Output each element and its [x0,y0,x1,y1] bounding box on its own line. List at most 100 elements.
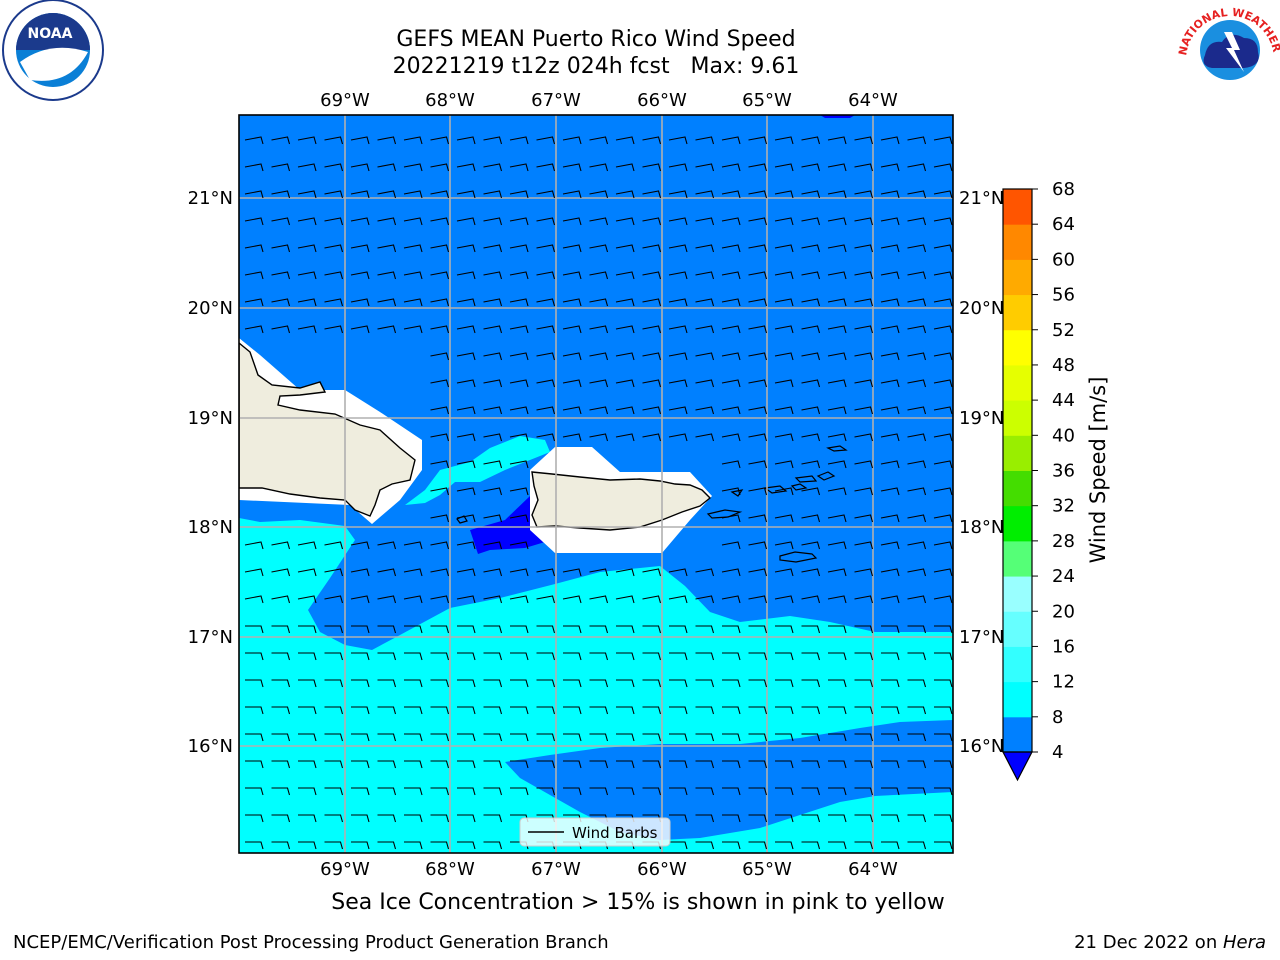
wind-barb [615,298,635,307]
wind-barb [351,625,370,634]
colorbar-tick-label: 40 [1052,425,1075,446]
wind-barb [536,625,556,634]
wind-barb [668,379,688,388]
wind-barb [244,568,264,577]
wind-barb [854,733,874,742]
wind-barb [801,541,821,550]
wind-barb [721,325,741,334]
wind-barb [828,787,847,796]
wind-barb [297,325,317,334]
wind-barb [615,163,635,172]
wind-barb [324,568,344,577]
wind-barb [377,787,397,796]
wind-barb [430,352,450,361]
wind-barb [350,325,370,334]
wind-barb [298,841,317,850]
wind-barb [642,217,662,226]
colorbar-tick-label: 8 [1052,707,1063,728]
wind-barb [695,760,715,769]
wind-barb [456,244,476,253]
tick-label: 67°W [531,90,581,111]
wind-barb [907,679,927,688]
wind-barb [244,325,264,334]
wind-barb [430,841,450,850]
wind-barb [589,271,609,280]
wind-barb [854,787,874,796]
wind-barb [271,325,291,334]
wind-barb [880,541,900,550]
wind-barb [351,841,370,850]
wind-barb [456,406,476,415]
wind-barb [562,217,582,226]
wind-contour-cyan-south [239,518,953,853]
wind-barb [563,625,582,634]
wind-barb [854,679,874,688]
wind-barb [536,325,556,334]
wind-barb [748,244,768,253]
tick-label: 19°N [188,408,233,429]
wind-barb [668,406,688,415]
wind-barb [933,271,953,280]
wind-barb [483,352,503,361]
wind-barb [774,244,794,253]
wind-barb [907,271,927,280]
wind-barb [536,271,556,280]
wind-barb [457,652,476,661]
wind-barb [854,706,874,715]
wind-barb [430,136,450,145]
wind-barb [457,625,476,634]
wind-barb [483,514,503,523]
wind-barb [721,460,741,469]
footer-date-text: 21 Dec 2022 on [1074,932,1223,953]
wind-barb [668,568,688,577]
wind-barb [748,541,768,550]
wind-barb [430,271,450,280]
wind-barb [562,406,582,415]
wind-barb [933,487,953,496]
footer-host: Hera [1222,932,1266,953]
land-puerto-rico [531,471,712,531]
wind-barb [404,841,423,850]
wind-barb [775,706,794,715]
wind-barb [483,406,503,415]
wind-barb [881,787,900,796]
footer-credit: NCEP/EMC/Verification Post Processing Pr… [13,932,609,953]
wind-barb [721,217,741,226]
wind-barb [642,625,662,634]
wind-barb [509,217,529,226]
wind-barb [403,136,423,145]
wind-barb [642,352,662,361]
wind-barb [350,244,370,253]
wind-barb [854,814,874,823]
wind-barb [297,217,317,226]
wind-barb [881,841,900,850]
wind-barb [854,244,874,253]
tick-label: 21°N [188,188,233,209]
wind-barb [695,163,715,172]
wind-barb [430,163,450,172]
wind-barb [827,244,847,253]
wind-barb [562,136,582,145]
land-hispaniola [239,342,416,517]
wind-barb [881,814,900,823]
wind-barb [271,841,291,850]
wind-barb [933,433,953,442]
wind-barb [483,190,503,199]
wind-barb [880,163,900,172]
wind-barb [669,733,688,742]
wind-barb [668,433,688,442]
wind-barb [562,244,582,253]
sea-ice-note: Sea Ice Concentration > 15% is shown in … [331,890,945,915]
wind-barb [298,679,317,688]
wind-barb [271,652,291,661]
wind-barb [271,595,291,604]
wind-barb [880,406,900,415]
wind-barb [669,652,688,661]
colorbar-segment [1003,189,1032,225]
wind-barb [775,841,794,850]
wind-barb [933,298,953,307]
colorbar-tick-label: 64 [1052,214,1075,235]
wind-barb [430,190,450,199]
wind-barb [642,190,662,199]
wind-barb [933,379,953,388]
